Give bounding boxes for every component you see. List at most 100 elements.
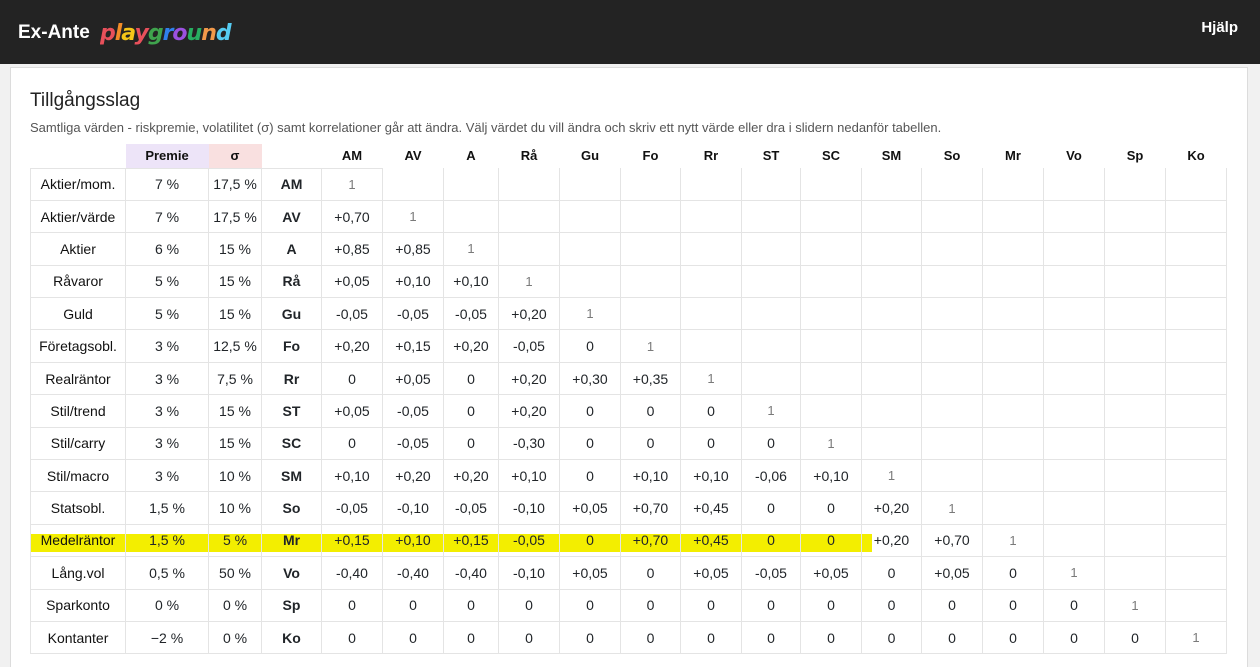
correlation-cell[interactable]: +0,45 <box>680 523 742 558</box>
correlation-cell[interactable]: 0 <box>498 620 560 655</box>
correlation-cell[interactable]: +0,15 <box>443 523 499 558</box>
correlation-cell[interactable]: +0,30 <box>559 361 621 396</box>
premie-cell[interactable]: −2 % <box>125 620 209 655</box>
correlation-cell[interactable]: -0,30 <box>498 426 560 461</box>
correlation-cell[interactable]: -0,10 <box>498 556 560 590</box>
correlation-cell[interactable]: +0,05 <box>559 556 621 590</box>
correlation-cell[interactable]: 0 <box>443 588 499 622</box>
correlation-cell[interactable]: 0 <box>559 394 621 428</box>
premie-cell[interactable]: 1,5 % <box>125 523 209 558</box>
brand[interactable]: Ex-Ante playground <box>18 18 255 48</box>
correlation-cell[interactable]: 0 <box>921 620 983 655</box>
correlation-cell[interactable]: 0 <box>680 426 742 461</box>
sigma-cell[interactable]: 10 % <box>208 459 262 493</box>
correlation-cell[interactable]: +0,20 <box>861 491 922 525</box>
correlation-cell[interactable]: +0,10 <box>800 459 862 493</box>
premie-cell[interactable]: 6 % <box>125 232 209 266</box>
correlation-cell[interactable]: +0,70 <box>921 523 983 558</box>
correlation-cell[interactable]: 0 <box>1043 620 1105 655</box>
correlation-cell[interactable]: 0 <box>620 588 681 622</box>
correlation-cell[interactable]: 0 <box>620 556 681 590</box>
correlation-cell[interactable]: 0 <box>382 620 444 655</box>
correlation-cell[interactable]: +0,20 <box>861 523 922 558</box>
correlation-cell[interactable]: -0,40 <box>443 556 499 590</box>
correlation-cell[interactable]: +0,05 <box>321 394 383 428</box>
help-link[interactable]: Hjälp <box>1201 19 1238 36</box>
correlation-cell[interactable]: +0,70 <box>321 199 383 234</box>
correlation-cell[interactable]: 0 <box>620 426 681 461</box>
sigma-cell[interactable]: 10 % <box>208 491 262 525</box>
correlation-cell[interactable]: -0,05 <box>741 556 801 590</box>
correlation-cell[interactable]: 0 <box>559 329 621 363</box>
premie-cell[interactable]: 7 % <box>125 167 209 201</box>
correlation-cell[interactable]: +0,05 <box>321 264 383 299</box>
correlation-cell[interactable]: +0,20 <box>382 459 444 493</box>
sigma-cell[interactable]: 7,5 % <box>208 361 262 396</box>
correlation-cell[interactable]: -0,05 <box>382 297 444 331</box>
sigma-cell[interactable]: 15 % <box>208 264 262 299</box>
correlation-cell[interactable]: +0,85 <box>382 232 444 266</box>
correlation-cell[interactable]: 0 <box>800 620 862 655</box>
correlation-cell[interactable]: 0 <box>982 588 1044 622</box>
correlation-cell[interactable]: 0 <box>921 588 983 622</box>
correlation-cell[interactable]: +0,05 <box>800 556 862 590</box>
correlation-cell[interactable]: -0,05 <box>382 426 444 461</box>
sigma-cell[interactable]: 0 % <box>208 588 262 622</box>
sigma-cell[interactable]: 50 % <box>208 556 262 590</box>
correlation-cell[interactable]: +0,10 <box>382 264 444 299</box>
correlation-cell[interactable]: -0,06 <box>741 459 801 493</box>
correlation-cell[interactable]: +0,70 <box>620 491 681 525</box>
correlation-cell[interactable]: +0,20 <box>498 361 560 396</box>
correlation-cell[interactable]: +0,05 <box>680 556 742 590</box>
correlation-cell[interactable]: -0,10 <box>382 491 444 525</box>
correlation-cell[interactable]: 0 <box>982 556 1044 590</box>
correlation-cell[interactable]: 0 <box>680 588 742 622</box>
correlation-cell[interactable]: 0 <box>321 588 383 622</box>
premie-cell[interactable]: 5 % <box>125 264 209 299</box>
correlation-cell[interactable]: +0,20 <box>443 329 499 363</box>
premie-cell[interactable]: 3 % <box>125 426 209 461</box>
correlation-cell[interactable]: +0,10 <box>321 459 383 493</box>
correlation-cell[interactable]: 0 <box>559 459 621 493</box>
correlation-cell[interactable]: 0 <box>443 426 499 461</box>
correlation-cell[interactable]: +0,05 <box>921 556 983 590</box>
premie-cell[interactable]: 1,5 % <box>125 491 209 525</box>
correlation-cell[interactable]: 0 <box>559 588 621 622</box>
sigma-cell[interactable]: 15 % <box>208 394 262 428</box>
premie-cell[interactable]: 3 % <box>125 361 209 396</box>
sigma-cell[interactable]: 15 % <box>208 426 262 461</box>
sigma-cell[interactable]: 15 % <box>208 297 262 331</box>
correlation-cell[interactable]: 0 <box>559 523 621 558</box>
correlation-cell[interactable]: -0,40 <box>382 556 444 590</box>
correlation-cell[interactable]: -0,40 <box>321 556 383 590</box>
correlation-cell[interactable]: 0 <box>800 491 862 525</box>
premie-cell[interactable]: 3 % <box>125 329 209 363</box>
premie-cell[interactable]: 3 % <box>125 394 209 428</box>
correlation-cell[interactable]: 0 <box>861 588 922 622</box>
correlation-cell[interactable]: 0 <box>620 394 681 428</box>
correlation-cell[interactable]: +0,10 <box>382 523 444 558</box>
correlation-cell[interactable]: -0,05 <box>321 491 383 525</box>
sigma-cell[interactable]: 5 % <box>208 523 262 558</box>
correlation-cell[interactable]: 0 <box>741 426 801 461</box>
correlation-cell[interactable]: +0,70 <box>620 523 681 558</box>
correlation-cell[interactable]: 0 <box>1104 620 1166 655</box>
premie-cell[interactable]: 5 % <box>125 297 209 331</box>
correlation-cell[interactable]: 0 <box>382 588 444 622</box>
correlation-cell[interactable]: 0 <box>861 556 922 590</box>
correlation-cell[interactable]: +0,35 <box>620 361 681 396</box>
correlation-cell[interactable]: +0,15 <box>382 329 444 363</box>
correlation-cell[interactable]: +0,05 <box>559 491 621 525</box>
correlation-cell[interactable]: +0,10 <box>620 459 681 493</box>
correlation-cell[interactable]: 0 <box>800 588 862 622</box>
sigma-cell[interactable]: 15 % <box>208 232 262 266</box>
correlation-cell[interactable]: +0,05 <box>382 361 444 396</box>
correlation-cell[interactable]: -0,05 <box>443 491 499 525</box>
correlation-cell[interactable]: 0 <box>741 588 801 622</box>
correlation-cell[interactable]: 0 <box>321 361 383 396</box>
correlation-cell[interactable]: -0,10 <box>498 491 560 525</box>
correlation-cell[interactable]: 0 <box>443 620 499 655</box>
sigma-cell[interactable]: 17,5 % <box>208 199 262 234</box>
correlation-cell[interactable]: 0 <box>800 523 862 558</box>
correlation-cell[interactable]: 0 <box>620 620 681 655</box>
